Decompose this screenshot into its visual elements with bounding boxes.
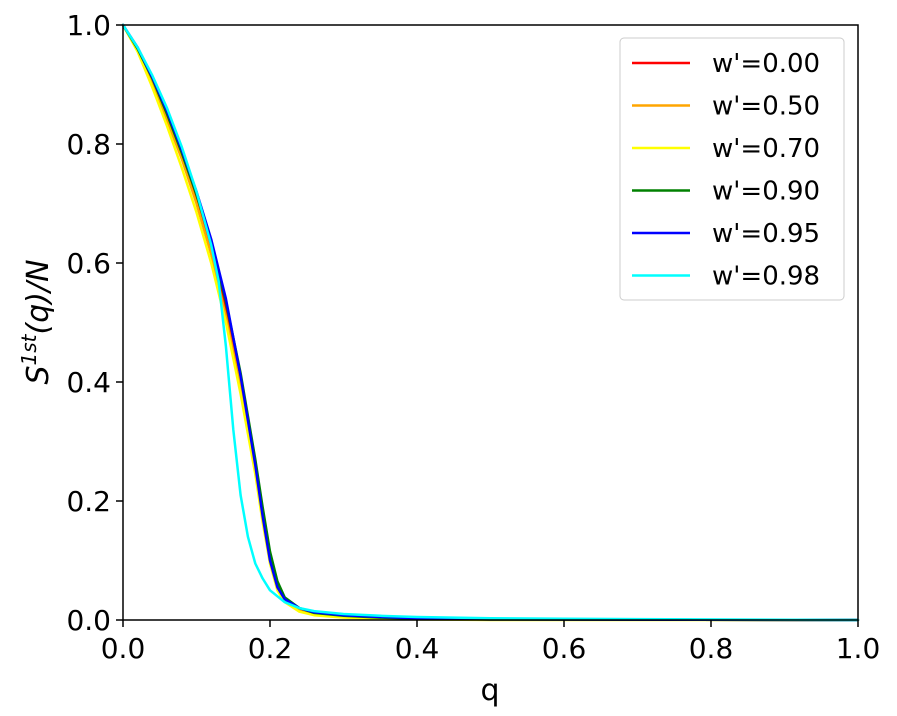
legend-box — [619, 37, 845, 301]
x-tick-label: 0.6 — [542, 632, 587, 665]
y-tick-label: 0.6 — [66, 247, 111, 280]
x-axis-label: q — [480, 673, 499, 708]
y-tick-label: 0.0 — [66, 604, 111, 637]
y-axis-label-suffix: (q)/N — [21, 259, 56, 334]
x-tick-label: 0.0 — [101, 632, 146, 665]
y-axis-label: S1st(q)/N — [17, 259, 56, 384]
x-tick-label: 0.4 — [395, 632, 440, 665]
y-tick-label: 0.4 — [66, 366, 111, 399]
y-tick-label: 0.8 — [66, 128, 111, 161]
x-tick-label: 0.2 — [248, 632, 293, 665]
y-axis-label-superscript: 1st — [17, 333, 41, 365]
x-axis-ticks: 0.0 0.2 0.4 0.6 0.8 1.0 — [101, 620, 881, 665]
legend-label-4: w'=0.95 — [712, 219, 820, 249]
x-tick-label: 1.0 — [836, 632, 881, 665]
legend-label-5: w'=0.98 — [712, 262, 820, 292]
y-axis-ticks: 0.0 0.2 0.4 0.6 0.8 1.0 — [66, 9, 123, 637]
series-line-5 — [121, 23, 860, 622]
legend-label-1: w'=0.50 — [712, 92, 820, 122]
legend: w'=0.00 w'=0.50 w'=0.70 w'=0.90 w'=0.95 w'=0.… — [619, 37, 845, 301]
y-axis-label-main: S — [21, 365, 56, 384]
y-tick-label: 1.0 — [66, 9, 111, 42]
legend-label-2: w'=0.70 — [712, 134, 820, 164]
legend-label-3: w'=0.90 — [712, 177, 820, 207]
x-tick-label: 0.8 — [689, 632, 734, 665]
series-layer — [121, 23, 860, 622]
y-tick-label: 0.2 — [66, 485, 111, 518]
legend-label-0: w'=0.00 — [712, 49, 820, 79]
plot-frame — [122, 24, 859, 621]
